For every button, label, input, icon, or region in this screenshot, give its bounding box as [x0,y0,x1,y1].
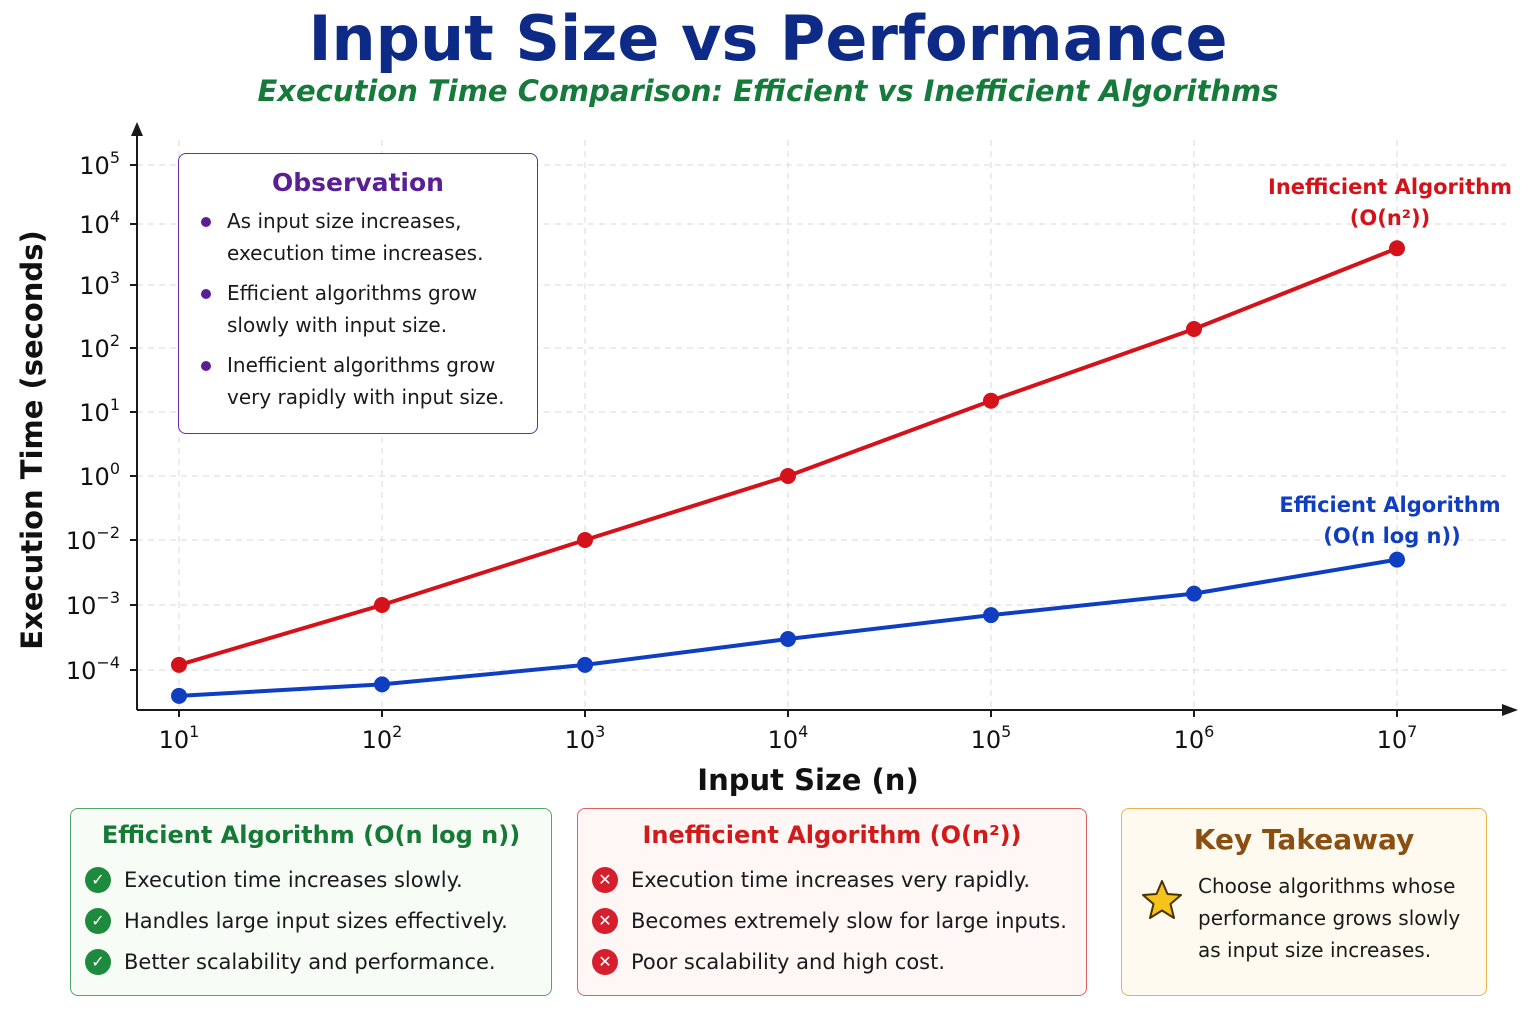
page-title: Input Size vs Performance [308,2,1228,75]
inefficient-card: Inefficient Algorithm (O(n²)) ✕ Execution… [577,808,1087,996]
data-point-efficient [780,631,796,647]
x-tick-label: 101 [159,722,200,754]
key-takeaway-heading: Key Takeaway [1193,823,1415,856]
x-axis-arrow [1502,704,1518,716]
data-point-efficient [1389,551,1405,568]
efficient-card-item: ✓ Better scalability and performance. [85,941,551,982]
inefficient-card-item: ✕ Poor scalability and high cost. [592,941,1086,982]
efficient-card-item: ✓ Handles large input sizes effectively. [85,900,551,941]
data-point-efficient [374,676,390,693]
grid-lines [137,140,1506,710]
efficient-card-item: ✓ Execution time increases slowly. [85,859,551,900]
inefficient-card-list: ✕ Execution time increases very rapidly. … [578,859,1086,982]
x-tick-label: 104 [768,722,809,754]
key-takeaway-text: Choose algorithms whose performance grow… [1198,874,1461,962]
observation-item: As input size increases, execution time … [201,205,537,269]
data-point-efficient [171,687,187,704]
y-axis-arrow [131,122,143,136]
data-point-inefficient [983,392,999,409]
y-tick-label: 100 [79,459,120,491]
y-tick-label: 102 [79,331,120,363]
observation-heading: Observation [272,168,444,197]
data-point-efficient [577,656,593,673]
check-circle-icon: ✓ [85,907,111,934]
x-tick-label: 102 [362,722,403,754]
page-subtitle: Execution Time Comparison: Efficient vs … [257,74,1279,108]
x-tick-label: 105 [971,722,1012,754]
y-tick-label: 103 [79,268,120,300]
inefficient-card-item: ✕ Becomes extremely slow for large inputs… [592,900,1086,941]
efficient-card-item-text: Handles large input sizes effectively. [124,908,508,933]
efficient-card-item-text: Execution time increases slowly. [124,867,463,892]
x-circle-icon: ✕ [592,866,618,893]
data-point-inefficient [1389,240,1405,257]
x-tick-label: 103 [565,722,606,754]
efficient-card: Efficient Algorithm (O(n log n)) ✓ Execut… [70,808,552,996]
inefficient-card-item-text: Becomes extremely slow for large inputs. [631,908,1067,933]
series-label-efficient: Efficient Algorithm [1279,493,1500,517]
inefficient-card-item: ✕ Execution time increases very rapidly. [592,859,1086,900]
x-circle-icon: ✕ [592,948,618,975]
x-tick-label: 107 [1377,722,1418,754]
efficient-card-item-text: Better scalability and performance. [124,949,496,974]
series-label-inefficient: Inefficient Algorithm [1268,175,1512,199]
observation-item: Efficient algorithms grow slowly with in… [201,277,537,341]
y-axis-label: Execution Time (seconds) [15,230,49,649]
check-circle-icon: ✓ [85,866,111,893]
inefficient-card-item-text: Execution time increases very rapidly. [631,867,1030,892]
x-axis-label: Input Size (n) [697,763,918,797]
observation-item: Inefficient algorithms grow very rapidly… [201,349,537,413]
inefficient-card-item-text: Poor scalability and high cost. [631,949,946,974]
data-point-efficient [983,607,999,624]
data-point-inefficient [577,532,593,548]
data-point-efficient [1186,585,1202,602]
y-tick-label: 10−2 [66,523,120,555]
x-tick-label: 106 [1174,722,1215,754]
key-takeaway-card: Key Takeaway Choose algorithms whose per… [1121,808,1487,996]
data-point-inefficient [171,656,187,673]
y-tick-label: 101 [79,395,120,427]
series-lines [171,240,1405,704]
series-labels: Inefficient Algorithm (O(n²)) Efficient … [1268,175,1512,548]
data-point-inefficient [780,468,796,484]
y-tick-label: 104 [79,207,120,239]
y-tick-label: 10−4 [66,653,120,685]
key-takeaway-body: Choose algorithms whose performance grow… [1122,866,1486,966]
efficient-card-list: ✓ Execution time increases slowly. ✓ Handl… [71,859,551,982]
data-point-inefficient [1186,321,1202,337]
line-chart: 10−4 10−3 10−2 100 101 102 103 104 105 101 102 103… [15,122,1518,797]
x-circle-icon: ✕ [592,907,618,934]
observation-list: As input size increases, execution time … [179,205,537,413]
chart-axes [131,122,1518,716]
check-circle-icon: ✓ [85,948,111,975]
series-label-inefficient-complexity: (O(n²)) [1350,206,1430,230]
y-tick-labels: 10−4 10−3 10−2 100 101 102 103 104 105 [66,148,137,685]
y-tick-label: 105 [79,148,120,180]
inefficient-card-heading: Inefficient Algorithm (O(n²)) [642,821,1022,849]
observation-box: Observation As input size increases, exe… [178,153,538,434]
efficient-card-heading: Efficient Algorithm (O(n log n)) [101,821,521,849]
y-tick-label: 10−3 [66,588,120,620]
x-tick-labels: 101 102 103 104 105 106 107 [159,710,1418,754]
series-label-efficient-complexity: (O(n log n)) [1323,524,1460,548]
star-icon [1142,880,1182,919]
data-point-inefficient [374,597,390,613]
